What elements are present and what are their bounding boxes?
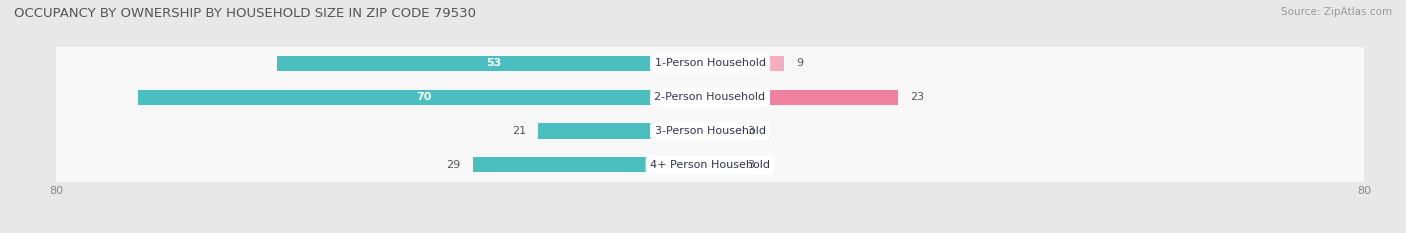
FancyBboxPatch shape	[53, 92, 1367, 170]
Text: 29: 29	[447, 160, 461, 170]
Text: 3: 3	[747, 160, 754, 170]
Bar	[472, 157, 710, 172]
Text: 3: 3	[747, 126, 754, 136]
Text: 3-Person Household: 3-Person Household	[655, 126, 765, 136]
Bar	[710, 123, 734, 139]
FancyBboxPatch shape	[53, 25, 1367, 102]
Bar	[138, 90, 710, 105]
Text: 4+ Person Household: 4+ Person Household	[650, 160, 770, 170]
Legend: Owner-occupied, Renter-occupied: Owner-occupied, Renter-occupied	[592, 232, 828, 233]
Text: 70: 70	[416, 92, 432, 102]
Text: 23: 23	[910, 92, 924, 102]
Text: 9: 9	[796, 58, 803, 69]
Bar	[710, 157, 734, 172]
Text: 2-Person Household: 2-Person Household	[654, 92, 766, 102]
Bar	[710, 90, 898, 105]
Text: Source: ZipAtlas.com: Source: ZipAtlas.com	[1281, 7, 1392, 17]
Text: OCCUPANCY BY OWNERSHIP BY HOUSEHOLD SIZE IN ZIP CODE 79530: OCCUPANCY BY OWNERSHIP BY HOUSEHOLD SIZE…	[14, 7, 477, 20]
Text: 1-Person Household: 1-Person Household	[655, 58, 765, 69]
Bar	[538, 123, 710, 139]
Text: 21: 21	[512, 126, 526, 136]
Text: 53: 53	[486, 58, 501, 69]
Bar	[277, 56, 710, 71]
FancyBboxPatch shape	[53, 126, 1367, 204]
FancyBboxPatch shape	[53, 58, 1367, 136]
Bar	[710, 56, 783, 71]
